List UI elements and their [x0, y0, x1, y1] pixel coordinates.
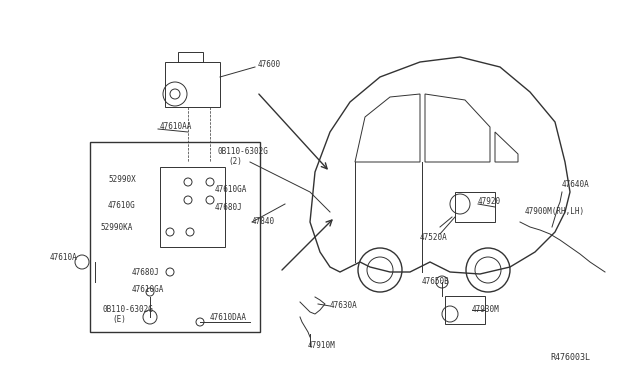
Text: 47610GA: 47610GA	[132, 285, 164, 294]
Text: 47610GA: 47610GA	[215, 185, 248, 194]
Text: 47640A: 47640A	[562, 180, 589, 189]
Bar	[178, 52, 203, 62]
Text: 47630A: 47630A	[330, 301, 358, 310]
Text: 52990KA: 52990KA	[100, 223, 132, 232]
Text: 0B110-6302G: 0B110-6302G	[102, 305, 153, 314]
Text: 47920: 47920	[478, 197, 501, 206]
Bar	[90, 142, 260, 332]
Bar	[445, 296, 485, 324]
Text: 52990X: 52990X	[108, 175, 136, 184]
Text: 47610AA: 47610AA	[160, 122, 193, 131]
Text: 47610DAA: 47610DAA	[210, 313, 247, 322]
Text: 47840: 47840	[252, 217, 275, 226]
Text: 47930M: 47930M	[472, 305, 500, 314]
Text: (2): (2)	[228, 157, 242, 166]
Text: 47910M: 47910M	[308, 341, 336, 350]
Bar	[160, 167, 225, 247]
Text: R476003L: R476003L	[550, 353, 590, 362]
Bar	[165, 62, 220, 107]
Text: 0B110-6302G: 0B110-6302G	[218, 147, 269, 156]
Text: 47680J: 47680J	[215, 203, 243, 212]
Text: 47650B: 47650B	[422, 277, 450, 286]
Bar	[455, 192, 495, 222]
Text: 47600: 47600	[258, 60, 281, 69]
Text: 47680J: 47680J	[132, 268, 160, 277]
Text: 47610G: 47610G	[108, 201, 136, 210]
Text: (E): (E)	[112, 315, 126, 324]
Text: 47610A: 47610A	[50, 253, 77, 262]
Text: 47520A: 47520A	[420, 233, 448, 242]
Text: 47900M(RH,LH): 47900M(RH,LH)	[525, 207, 585, 216]
